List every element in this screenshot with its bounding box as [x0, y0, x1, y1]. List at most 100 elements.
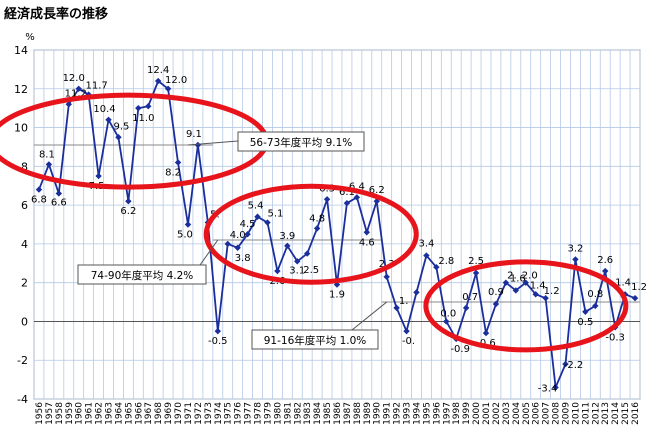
data-point — [532, 291, 539, 298]
data-point — [413, 289, 420, 296]
data-label: 12.0 — [63, 73, 85, 84]
x-tick-label: 2004 — [512, 402, 522, 425]
x-tick-label: 1977 — [244, 402, 254, 425]
data-point — [522, 279, 529, 286]
data-label: 6.1 — [339, 187, 355, 198]
x-tick-label: 2009 — [561, 402, 571, 425]
x-tick-label: 1966 — [134, 402, 144, 425]
average-callout-box-2 — [77, 264, 207, 285]
data-point — [244, 230, 251, 238]
x-tick-label: 1985 — [323, 402, 333, 425]
data-point — [254, 213, 261, 220]
x-tick-label: 1978 — [254, 402, 264, 425]
data-label: 6.4 — [349, 181, 365, 192]
x-tick-label: 2005 — [522, 402, 532, 425]
data-label: 3.2 — [567, 243, 583, 254]
y-tick-label: 2 — [21, 277, 28, 290]
data-point — [214, 327, 221, 335]
data-label: 4.0 — [230, 230, 246, 241]
data-point — [562, 360, 569, 368]
x-tick-label: 1971 — [184, 402, 194, 425]
x-tick-label: 1979 — [263, 402, 273, 425]
x-tick-label: 1960 — [75, 402, 85, 425]
x-tick-label: 1997 — [442, 402, 452, 425]
x-tick-label: 1962 — [95, 402, 105, 425]
x-tick-label: 2002 — [492, 402, 502, 425]
data-label: 12.0 — [165, 75, 187, 86]
x-tick-label: 1996 — [432, 402, 442, 425]
x-tick-label: 1980 — [273, 402, 283, 425]
data-point — [135, 104, 142, 112]
data-point — [343, 199, 351, 207]
x-tick-label: 2008 — [552, 402, 562, 425]
data-point — [284, 242, 291, 250]
data-point — [542, 294, 549, 302]
data-point — [224, 240, 231, 248]
data-point — [303, 250, 311, 257]
data-point — [403, 327, 410, 335]
data-point — [45, 161, 53, 168]
average-callout-leader-2 — [199, 239, 219, 266]
x-tick-label: 1988 — [353, 402, 363, 425]
data-label: -0. — [402, 336, 415, 347]
y-tick-label: -2 — [17, 354, 28, 367]
highlight-ellipse-2 — [203, 183, 419, 285]
data-point — [65, 101, 72, 108]
x-tick-label: 1956 — [35, 402, 45, 425]
data-point — [154, 77, 162, 85]
data-point — [95, 172, 102, 180]
x-tick-label: 2012 — [591, 402, 601, 425]
data-label: 12.4 — [147, 65, 169, 76]
x-tick-label: 1975 — [224, 402, 234, 425]
y-tick-label: 0 — [21, 315, 28, 328]
data-point — [383, 273, 390, 281]
data-point — [423, 252, 430, 259]
x-tick-label: 1992 — [393, 402, 403, 425]
x-tick-label: 2013 — [601, 402, 611, 425]
x-tick-label: 1993 — [403, 402, 413, 425]
data-label: 11.0 — [132, 113, 154, 124]
x-tick-label: 1994 — [412, 402, 422, 425]
data-label: 2.3 — [379, 259, 395, 270]
data-label: 4.8 — [309, 213, 325, 224]
y-tick-label: 10 — [14, 122, 28, 135]
data-label: 3.8 — [235, 253, 251, 264]
x-tick-label: 1973 — [204, 402, 214, 425]
data-point — [145, 103, 152, 110]
data-point — [115, 134, 122, 141]
x-tick-label: 1964 — [114, 402, 124, 425]
data-point — [174, 159, 182, 166]
data-point — [582, 308, 589, 315]
data-point — [502, 279, 510, 286]
data-point — [433, 263, 440, 271]
data-point — [512, 287, 520, 294]
data-label: 6.8 — [31, 195, 47, 206]
data-label: 8.2 — [165, 167, 181, 178]
data-point — [184, 221, 192, 228]
x-tick-label: 1991 — [383, 402, 393, 425]
data-point — [492, 300, 500, 308]
data-label: 8.1 — [39, 149, 55, 160]
y-tick-label: -4 — [17, 393, 28, 406]
x-tick-label: 1957 — [45, 402, 55, 425]
x-tick-label: 2010 — [571, 402, 581, 425]
data-label: 3.9 — [279, 231, 295, 242]
data-point — [164, 85, 172, 92]
x-tick-label: 1959 — [65, 402, 75, 425]
x-tick-label: 1972 — [194, 402, 204, 425]
data-label: 2. — [507, 271, 517, 282]
data-point — [105, 116, 112, 123]
data-label: 11.2 — [65, 88, 87, 99]
data-point — [363, 229, 371, 236]
x-tick-label: 1982 — [293, 402, 303, 425]
average-callout-leader-3 — [351, 301, 387, 331]
data-label: 11.7 — [86, 81, 108, 92]
x-tick-label: 2014 — [611, 402, 621, 425]
data-point — [472, 269, 480, 277]
average-callout-label-1: 56-73年度平均 9.1% — [250, 136, 353, 149]
data-label: 2.8 — [438, 256, 454, 267]
data-point — [602, 267, 609, 275]
data-label: 6.2 — [369, 185, 385, 196]
data-point — [313, 225, 321, 232]
